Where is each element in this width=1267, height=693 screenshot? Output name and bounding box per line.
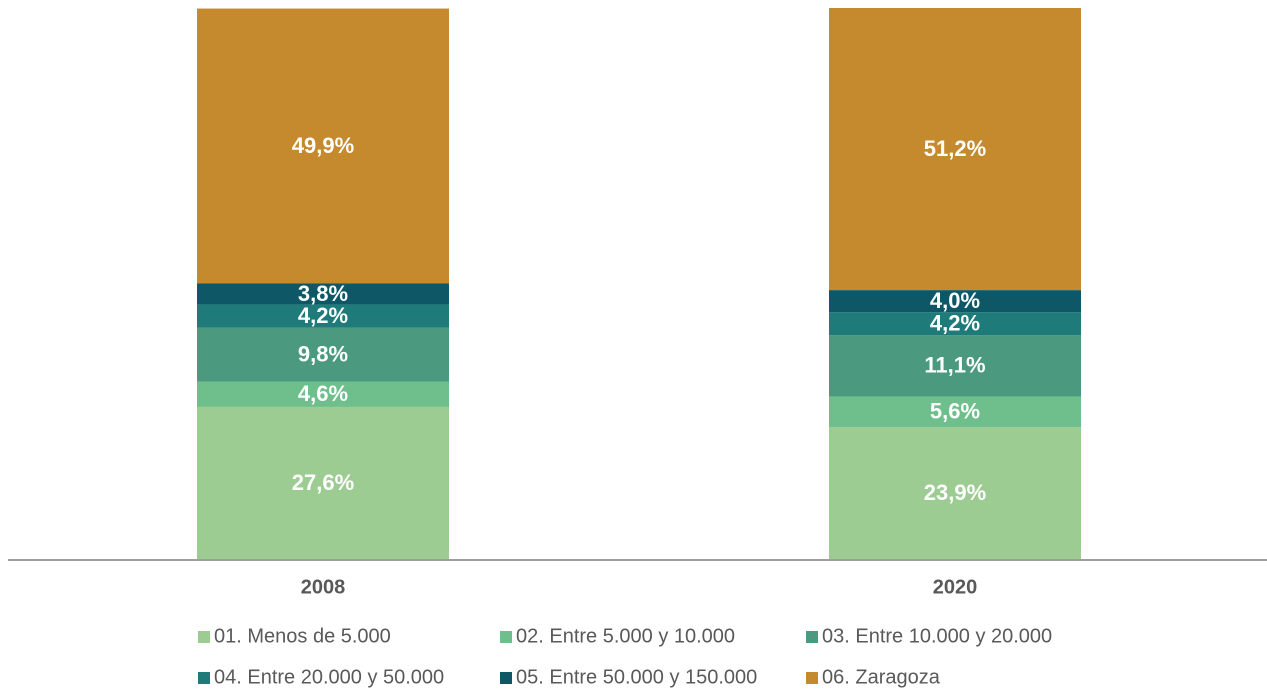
bar-segment xyxy=(197,8,449,284)
bar-segment xyxy=(829,335,1081,397)
legend-swatch xyxy=(500,631,512,643)
x-tick-label: 2008 xyxy=(301,576,346,598)
data-label: 49,9% xyxy=(292,133,354,158)
legend-label: 05. Entre 50.000 y 150.000 xyxy=(516,666,757,688)
legend-swatch xyxy=(198,631,210,643)
data-label: 23,9% xyxy=(924,480,986,505)
bar-segment xyxy=(197,304,449,328)
data-label: 4,2% xyxy=(298,303,348,328)
bar-segment xyxy=(829,427,1081,559)
bar-segment xyxy=(829,290,1081,313)
x-tick-label: 2020 xyxy=(933,576,978,598)
legend-swatch xyxy=(806,631,818,643)
data-label: 51,2% xyxy=(924,136,986,161)
data-label: 5,6% xyxy=(930,399,980,424)
data-label: 9,8% xyxy=(298,341,348,366)
legend-label: 03. Entre 10.000 y 20.000 xyxy=(822,625,1052,647)
bar-segment xyxy=(197,283,449,305)
data-label: 4,6% xyxy=(298,381,348,406)
legend-swatch xyxy=(806,672,818,684)
bar-segment xyxy=(197,327,449,382)
data-label: 4,0% xyxy=(930,288,980,313)
bar-segment xyxy=(829,396,1081,428)
data-label: 27,6% xyxy=(292,470,354,495)
bar-segment xyxy=(829,312,1081,336)
bar-segment xyxy=(197,381,449,407)
data-label: 11,1% xyxy=(924,353,985,378)
legend-swatch xyxy=(198,672,210,684)
bar-segment xyxy=(197,406,449,559)
legend-label: 04. Entre 20.000 y 50.000 xyxy=(214,666,444,688)
legend-swatch xyxy=(500,672,512,684)
legend-label: 01. Menos de 5.000 xyxy=(214,625,391,647)
data-label: 3,8% xyxy=(298,281,348,306)
legend-label: 02. Entre 5.000 y 10.000 xyxy=(516,625,735,647)
legend-label: 06. Zaragoza xyxy=(822,666,941,688)
bar-segment xyxy=(829,8,1081,291)
data-label: 4,2% xyxy=(930,311,980,336)
